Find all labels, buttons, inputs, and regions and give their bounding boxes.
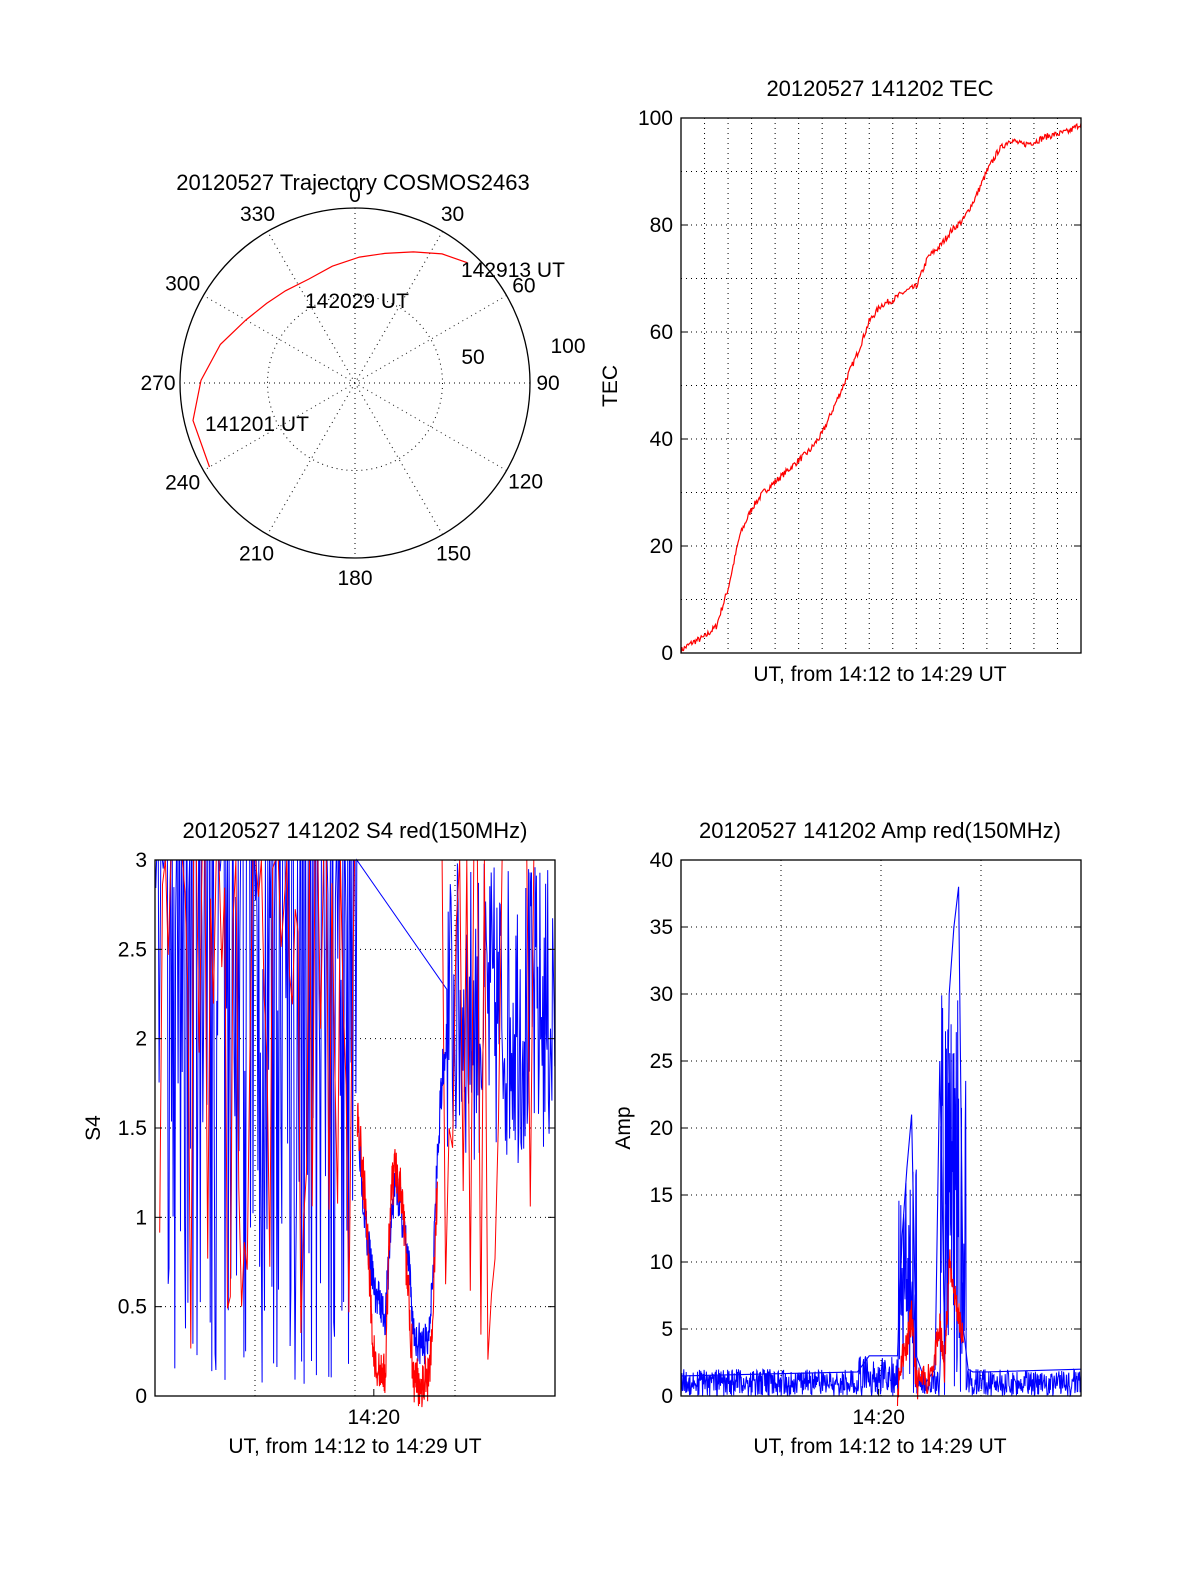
trajectory-end-label: 142913 UT [461,259,565,282]
s4-noise-blue [154,858,556,1384]
tec-title: 20120527 141202 TEC [766,76,993,101]
y-tick-label: 60 [650,321,673,344]
amp-panel: 20120527 141202 Amp red(150MHz) 0 5 10 15 20… [612,818,1082,1458]
s4-series-blue [356,1023,448,1365]
azimuth-label: 90 [536,372,559,395]
polar-spoke [267,231,443,535]
azimuth-label: 180 [337,567,372,590]
y-tick-label: 2.5 [118,938,147,961]
amp-x-tick-label: 14:20 [852,1406,905,1429]
azimuth-label: 240 [165,472,200,495]
amp-grid [681,860,1081,1396]
polar-inner-ring [267,295,443,471]
y-tick-label: 100 [638,107,673,130]
polar-trajectory-panel: 20120527 Trajectory COSMOS2463 0 30 60 9… [140,170,585,590]
s4-x-tick-label: 14:20 [348,1406,401,1429]
trajectory-mid-label: 142029 UT [305,290,409,313]
amp-y-ticks: 0 5 10 15 20 25 30 35 40 [650,849,1081,1408]
amp-series-blue [680,886,1082,1384]
polar-spokes [180,208,530,558]
amp-x-label: UT, from 14:12 to 14:29 UT [753,1435,1006,1458]
radial-label-100: 100 [550,335,585,358]
tec-series-line [680,122,1082,654]
amp-series-red [896,1249,964,1407]
y-tick-label: 20 [650,535,673,558]
y-tick-label: 10 [650,1251,673,1274]
y-tick-label: 1.5 [118,1117,147,1140]
tec-plot-frame [680,117,1082,654]
azimuth-label: 210 [239,543,274,566]
azimuth-label: 150 [436,543,471,566]
trajectory-line [192,251,468,468]
azimuth-label: 0 [349,184,361,207]
amp-y-label: Amp [612,1106,635,1149]
tec-grid [681,118,1081,653]
tec-y-ticks: 0 20 40 60 80 100 [638,107,1081,665]
polar-title: 20120527 Trajectory COSMOS2463 [176,170,529,195]
amp-title: 20120527 141202 Amp red(150MHz) [699,818,1061,843]
s4-title: 20120527 141202 S4 red(150MHz) [183,818,528,843]
polar-azimuth-labels: 0 30 60 90 120 150 180 210 240 270 300 3… [140,184,559,590]
tec-x-label: UT, from 14:12 to 14:29 UT [753,663,1006,686]
y-tick-label: 25 [650,1050,673,1073]
y-tick-label: 15 [650,1184,673,1207]
y-tick-label: 20 [650,1117,673,1140]
y-tick-label: 2 [135,1028,147,1051]
amp-noise-blue [680,995,1082,1398]
s4-panel: 20120527 141202 S4 red(150MHz) 0 0.5 1 1.5 2… [82,818,556,1458]
y-tick-label: 0 [661,642,673,665]
s4-y-label: S4 [82,1115,105,1141]
azimuth-label: 60 [512,275,535,298]
tec-panel: 20120527 141202 TEC 0 20 40 60 80 100 TEC UT,… [599,76,1082,686]
trajectory-annotations: 141201 UT 142029 UT 142913 UT [205,259,565,436]
y-tick-label: 0 [661,1385,673,1408]
y-tick-label: 3 [135,849,147,872]
azimuth-label: 300 [165,273,200,296]
azimuth-label: 120 [508,471,543,494]
amp-noise-traces [680,995,1082,1398]
radial-label-50: 50 [461,346,484,369]
y-tick-label: 40 [650,428,673,451]
y-tick-label: 35 [650,916,673,939]
tec-y-label: TEC [599,365,622,407]
y-tick-label: 40 [650,849,673,872]
y-tick-label: 0 [135,1385,147,1408]
y-tick-label: 80 [650,214,673,237]
s4-series-red [356,1102,438,1408]
azimuth-label: 270 [140,372,175,395]
y-tick-label: 0.5 [118,1296,147,1319]
azimuth-label: 330 [240,203,275,226]
azimuth-label: 30 [441,203,464,226]
s4-y-ticks: 0 0.5 1 1.5 2 2.5 3 [118,849,555,1408]
s4-x-label: UT, from 14:12 to 14:29 UT [228,1435,481,1458]
y-tick-label: 5 [661,1318,673,1341]
y-tick-label: 1 [135,1206,147,1229]
y-tick-label: 30 [650,983,673,1006]
trajectory-start-label: 141201 UT [205,413,309,436]
